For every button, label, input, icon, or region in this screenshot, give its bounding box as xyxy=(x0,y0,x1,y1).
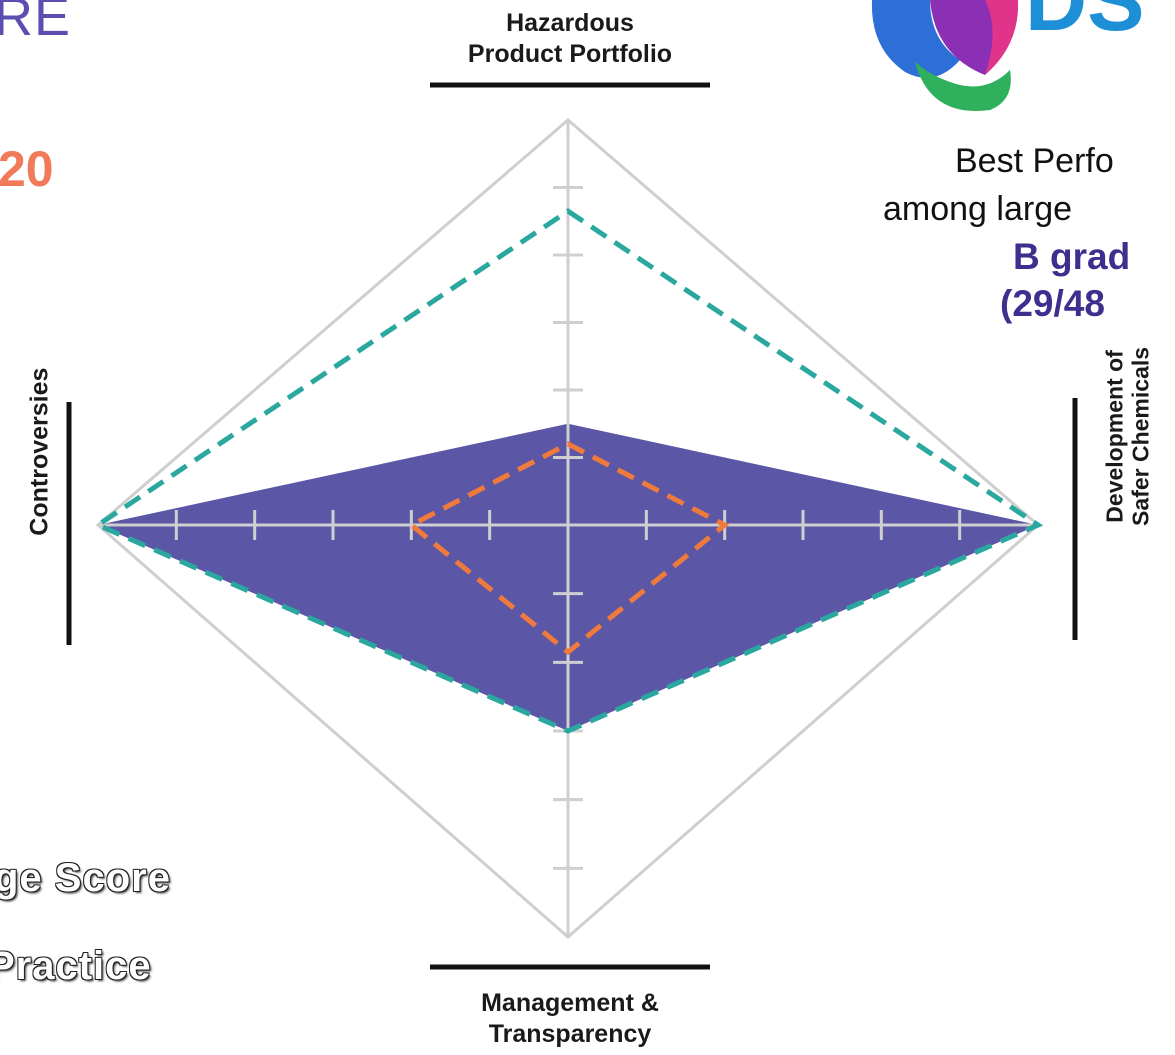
axis-label-left: Controversies xyxy=(24,352,55,552)
logo-swirl-blue xyxy=(871,0,960,78)
logo-swirl-purple xyxy=(930,0,1001,75)
axis-label-top-line1: Hazardous xyxy=(506,9,634,37)
logo-text: DS xyxy=(1025,0,1144,49)
logo-swirl-pink xyxy=(985,0,1019,75)
axis-label-top: Hazardous Product Portfolio xyxy=(420,8,720,71)
partial-title: RE xyxy=(0,0,72,47)
series-dashed-line-0 xyxy=(92,208,1044,734)
grade-line2: (29/48 xyxy=(1000,283,1105,324)
series-dashed-line-1 xyxy=(406,441,730,656)
axis-label-bottom-line2: Transparency xyxy=(488,1020,652,1049)
best-performer-line1: Best Perfo xyxy=(955,142,1114,180)
axis-label-right-line2: Safer Chemicals xyxy=(1128,346,1154,526)
logo-swirl-green xyxy=(915,62,1011,111)
axis-label-right: Development of Safer Chemicals xyxy=(1102,336,1155,536)
legend-item-score: ge Score xyxy=(0,856,171,900)
axis-label-top-line2: Product Portfolio xyxy=(467,40,673,69)
axis-label-bottom-line1: Management & xyxy=(481,989,659,1017)
axis-label-left-line1: Controversies xyxy=(25,367,54,536)
legend-item-practice: Practice xyxy=(0,944,152,988)
grade-line1: B grad xyxy=(1013,236,1131,277)
partial-year: 20 xyxy=(0,141,54,197)
company-logo: DS xyxy=(871,0,1144,111)
axis-label-right-line1: Development of xyxy=(1101,350,1128,523)
best-performer-line2: among large xyxy=(883,190,1073,228)
axis-label-bottom: Management & Transparency xyxy=(420,988,720,1051)
